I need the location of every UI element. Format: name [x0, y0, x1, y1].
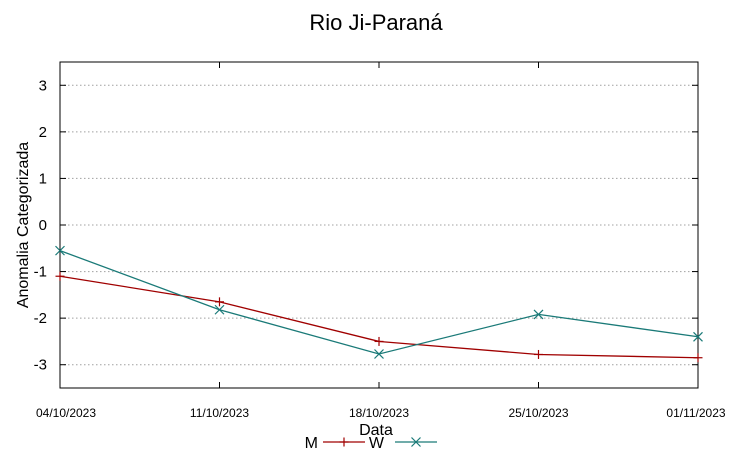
x-tick-label: 25/10/2023: [508, 406, 568, 420]
data-point-w: [214, 304, 225, 315]
y-tick-label: 1: [39, 170, 47, 187]
legend-label-w: W: [369, 435, 385, 452]
y-tick-label: 0: [39, 217, 47, 234]
y-axis-label: Anomalia Categorizada: [15, 142, 32, 308]
y-axis-ticks: 3 2 1 0 -1 -2 -3: [34, 77, 698, 374]
series: [55, 245, 703, 363]
data-point-m: [55, 271, 65, 281]
legend-label-m: M: [305, 435, 318, 452]
y-tick-label: 2: [39, 124, 47, 141]
legend-marker-m: [339, 437, 349, 447]
y-tick-label: -2: [34, 310, 47, 327]
x-axis-label: Data: [359, 422, 393, 439]
y-tick-label: -1: [34, 264, 47, 281]
chart-title: Rio Ji-Paraná: [309, 10, 443, 35]
data-point-w: [693, 331, 703, 342]
data-point-m: [374, 336, 384, 346]
data-point-w: [533, 309, 544, 320]
x-axis-ticks: 04/10/2023 11/10/2023 18/10/2023 25/10/2023…: [36, 62, 726, 420]
x-tick-label: 18/10/2023: [349, 406, 409, 420]
y-tick-label: -3: [34, 357, 47, 374]
data-point-m: [534, 349, 543, 359]
data-point-m: [215, 297, 224, 307]
legend-marker-w: [411, 437, 421, 447]
x-tick-label: 04/10/2023: [36, 406, 96, 420]
data-point-w: [374, 349, 384, 359]
x-tick-label: 11/10/2023: [190, 406, 249, 420]
x-tick-label: 01/11/2023: [666, 406, 725, 420]
data-point-m: [693, 353, 703, 363]
data-point-w: [55, 245, 65, 256]
y-tick-label: 3: [39, 77, 47, 94]
